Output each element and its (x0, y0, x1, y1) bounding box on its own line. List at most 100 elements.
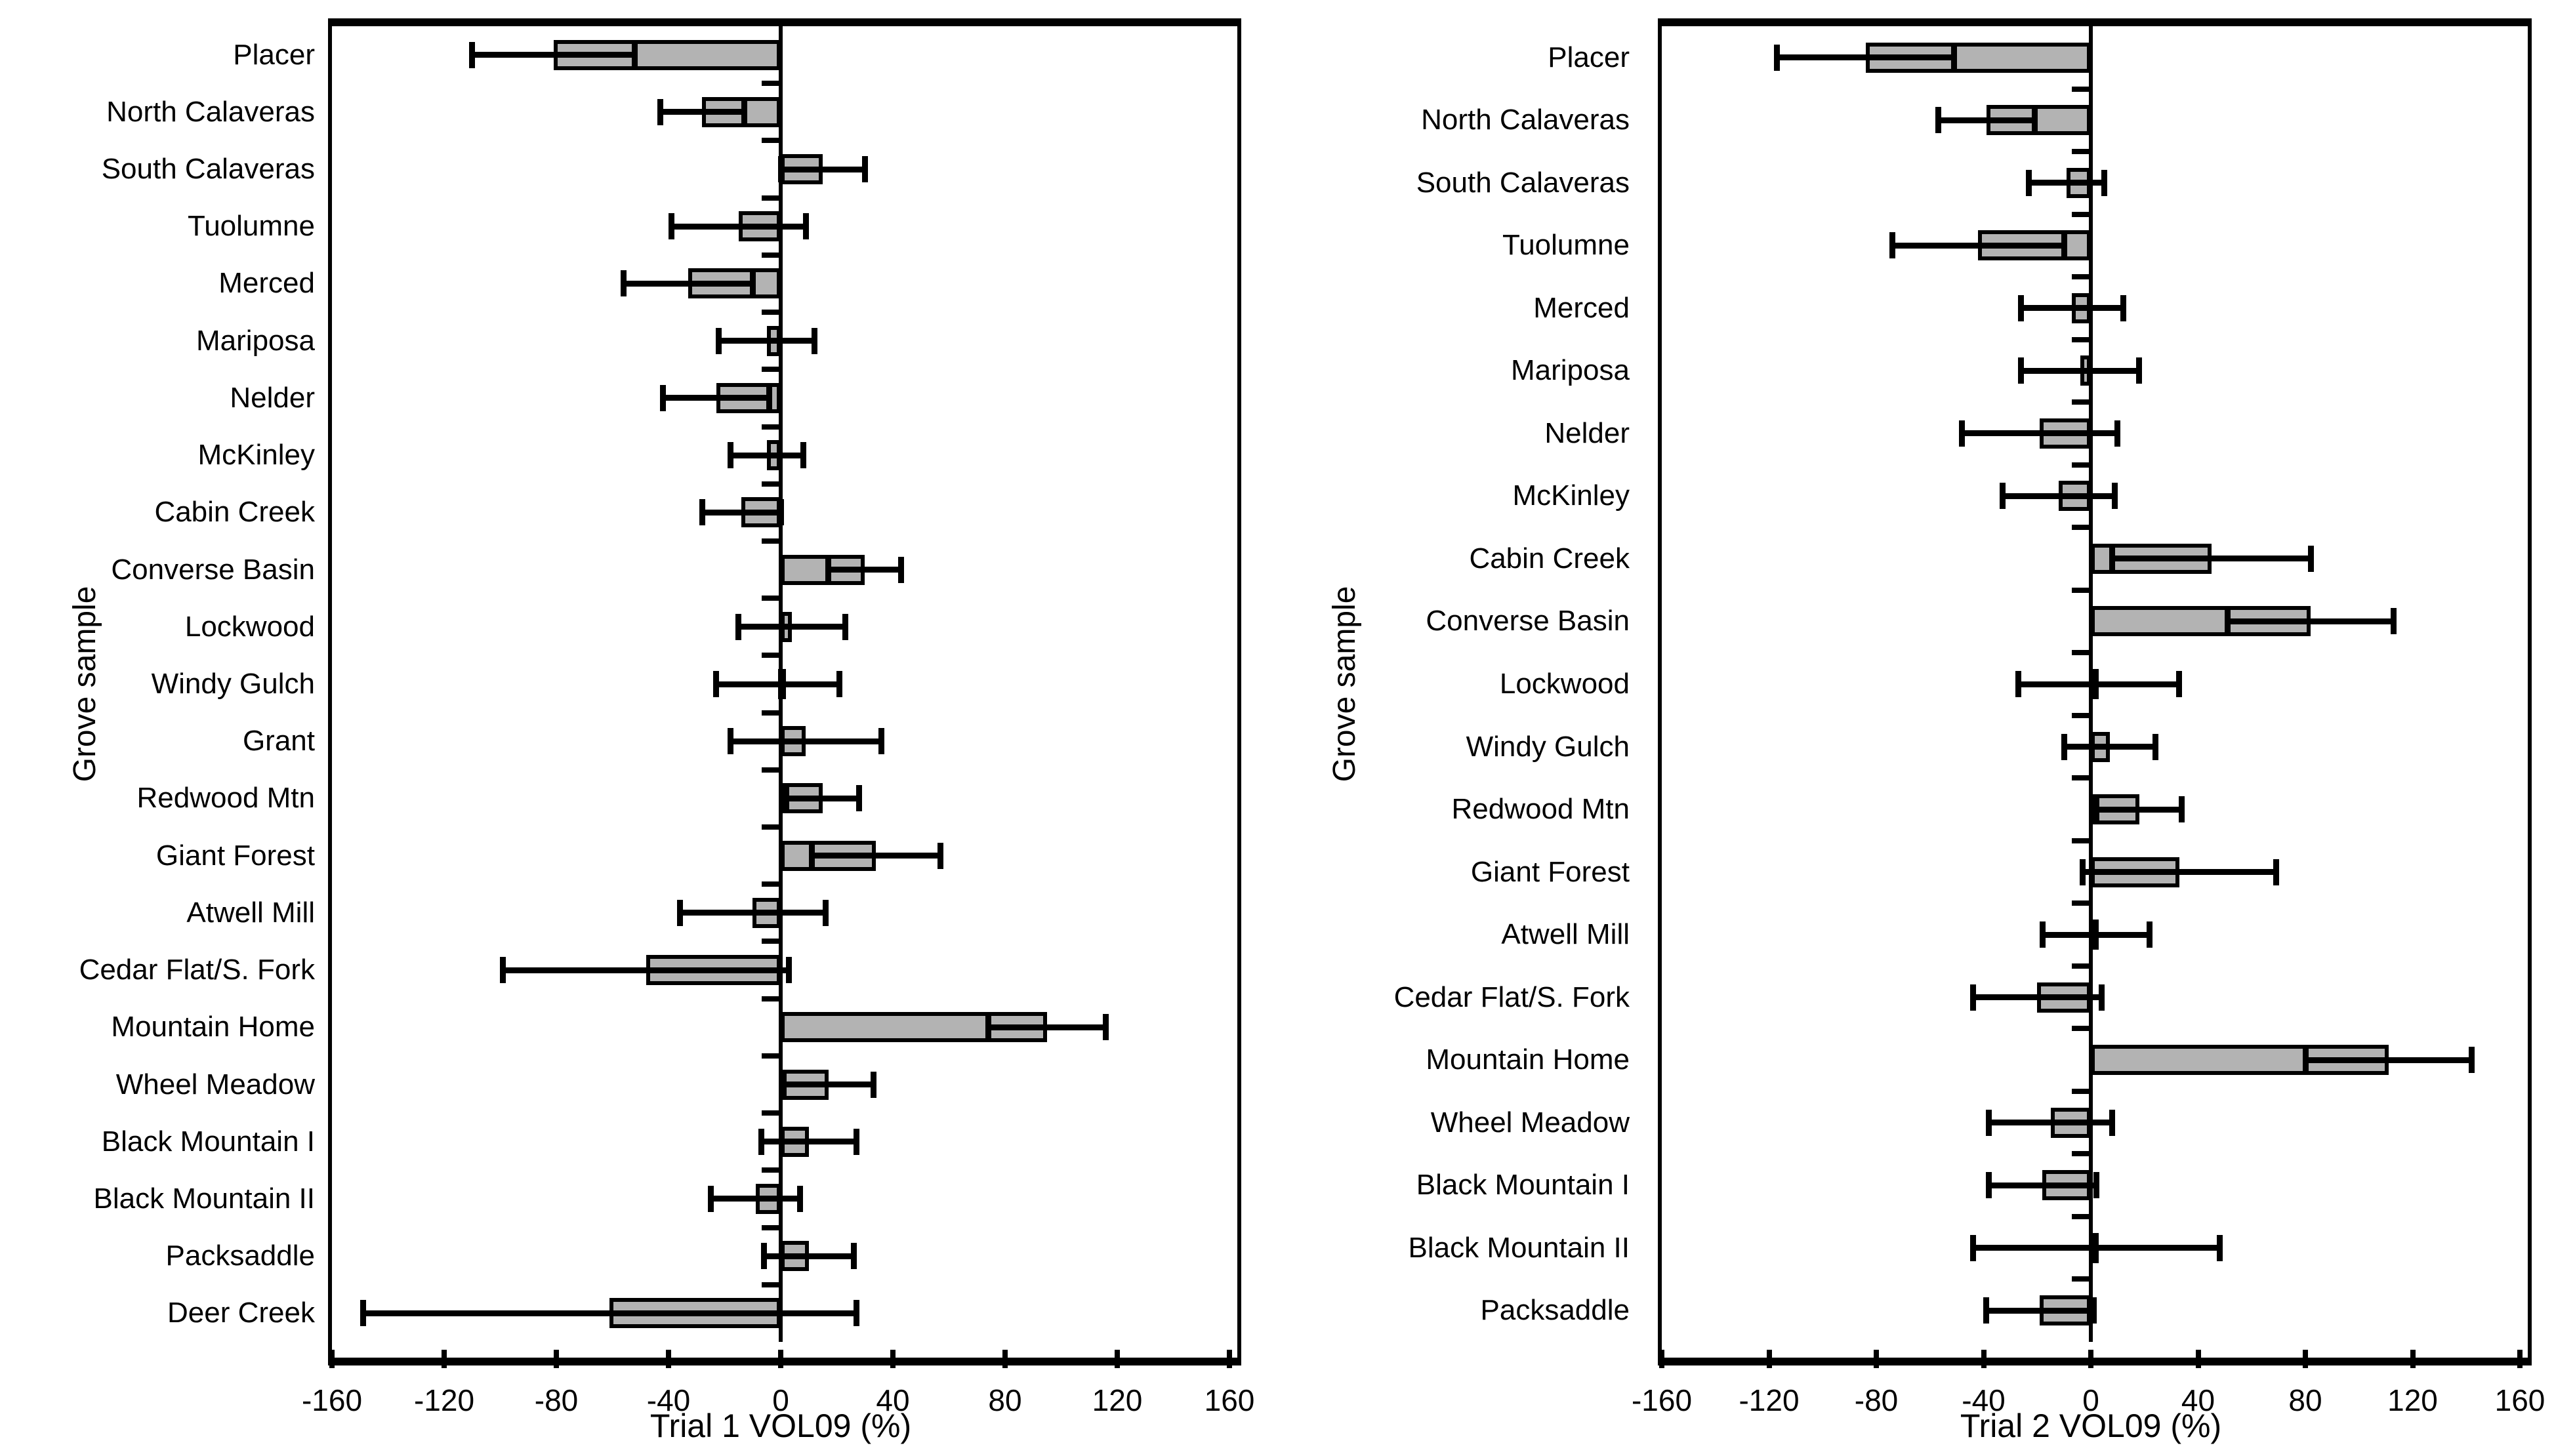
category-boundary-tick (762, 881, 779, 887)
x-axis-title: Trial 2 VOL09 (%) (1960, 1407, 2222, 1444)
error-bar-line (730, 452, 804, 458)
x-axis-tick (442, 1350, 447, 1368)
category-label: Mountain Home (1426, 1043, 1630, 1076)
x-axis-tick (1981, 1350, 1987, 1368)
category-label: Windy Gulch (1466, 730, 1630, 763)
x-tick-label: 0 (772, 1383, 789, 1417)
x-axis-title: Trial 1 VOL09 (%) (649, 1407, 912, 1444)
category-label: Placer (1548, 41, 1630, 73)
category-boundary-tick (2072, 963, 2089, 969)
x-tick-label: 80 (988, 1383, 1022, 1417)
category-label: Giant Forest (155, 839, 315, 872)
x-tick-label: -120 (1739, 1383, 1800, 1417)
category-boundary-tick (762, 653, 779, 658)
category-label: Black Mountain II (93, 1182, 316, 1215)
category-boundary-tick (2072, 1026, 2089, 1032)
x-axis-tick (554, 1350, 559, 1368)
category-label: Black Mountain II (1408, 1231, 1630, 1264)
error-bar-line (1986, 1307, 2094, 1314)
x-tick-label: 120 (1092, 1383, 1143, 1417)
error-bar-line (1973, 1245, 2220, 1251)
error-bar-cap-right (2136, 357, 2143, 384)
category-label: Deer Creek (167, 1297, 315, 1329)
category-boundary-tick (762, 538, 779, 544)
x-tick-label: -80 (534, 1383, 579, 1417)
category-label: Mariposa (1511, 354, 1630, 387)
error-bar-line (2018, 681, 2179, 687)
category-boundary-tick (2072, 650, 2089, 656)
error-bar-cap-left (469, 41, 476, 68)
category-label: Converse Basin (111, 553, 315, 586)
x-axis-tick (1227, 1350, 1232, 1368)
x-axis-tick (329, 1350, 335, 1368)
error-bar-line (764, 1253, 854, 1259)
category-label: Nelder (1544, 416, 1630, 449)
error-bar-line (2029, 180, 2105, 186)
category-label: Black Mountain I (101, 1125, 315, 1158)
category-boundary-tick (762, 195, 779, 201)
error-bar-cap-left (727, 442, 733, 469)
error-bar-line (671, 223, 806, 230)
error-bar-cap-right (850, 1243, 857, 1270)
category-label: Placer (233, 38, 315, 71)
error-bar-cap-left (1986, 1172, 1992, 1199)
category-boundary-tick (762, 310, 779, 315)
plot-frame-trial1 (328, 18, 1241, 1365)
category-label: Redwood Mtn (136, 782, 315, 815)
error-bar-line (1988, 1120, 2112, 1126)
error-bar-cap-left (2018, 294, 2025, 321)
error-bar-cap-left (777, 156, 784, 183)
error-bar-cap-left (1889, 232, 1896, 259)
error-bar-cap-right (632, 41, 638, 68)
error-bar-line (1777, 54, 1954, 61)
error-bar-cap-right (842, 613, 848, 640)
category-label: Converse Basin (1426, 605, 1630, 637)
error-bar-line (730, 738, 882, 744)
category-boundary-tick (2072, 712, 2089, 718)
category-label: Mountain Home (111, 1011, 315, 1043)
bar (2091, 1045, 2389, 1076)
error-bar-cap-left (699, 499, 705, 526)
bar (2091, 606, 2311, 637)
error-bar-cap-right (811, 327, 817, 354)
error-bar-line (472, 52, 635, 58)
category-label: Merced (1533, 291, 1630, 324)
category-boundary-tick (762, 138, 779, 144)
category-boundary-tick (2072, 399, 2089, 405)
x-axis-tick (666, 1350, 671, 1368)
category-label: Tuolumne (187, 210, 315, 243)
error-bar-line (738, 624, 846, 630)
error-bar-cap-right (2147, 921, 2153, 948)
category-boundary-tick (762, 1282, 779, 1287)
error-bar-line (828, 567, 901, 573)
category-label: Cedar Flat/S. Fork (1393, 981, 1630, 1013)
error-bar-cap-left (808, 842, 815, 869)
category-label: Wheel Meadow (115, 1068, 315, 1101)
x-tick-label: -120 (413, 1383, 475, 1417)
error-bar-line (1962, 430, 2118, 437)
category-label: Cedar Flat/S. Fork (79, 954, 315, 986)
x-axis-tick (890, 1350, 896, 1368)
category-label: McKinley (1512, 479, 1630, 512)
error-bar-cap-right (2176, 671, 2183, 697)
error-bar-cap-left (360, 1300, 366, 1327)
error-bar-cap-right (777, 499, 784, 526)
error-bar-cap-left (758, 1128, 764, 1155)
error-bar-cap-left (2015, 671, 2022, 697)
error-bar-cap-left (621, 270, 627, 297)
error-bar-cap-left (1983, 1297, 1990, 1324)
category-label: North Calaveras (1421, 104, 1630, 136)
error-bar-cap-left (659, 384, 666, 411)
error-bar-cap-left (2109, 545, 2116, 572)
error-bar-line (1973, 994, 2102, 1001)
error-bar-line (663, 395, 770, 401)
category-label: South Calaveras (1416, 166, 1630, 199)
category-boundary-tick (2072, 525, 2089, 531)
error-bar-line (2064, 744, 2156, 750)
error-bar-cap-right (2120, 294, 2126, 321)
error-bar-cap-left (2039, 921, 2046, 948)
error-bar-line (2021, 305, 2124, 312)
error-bar-line (363, 1310, 857, 1316)
error-bar-line (786, 795, 859, 801)
category-label: Packsaddle (165, 1240, 315, 1272)
